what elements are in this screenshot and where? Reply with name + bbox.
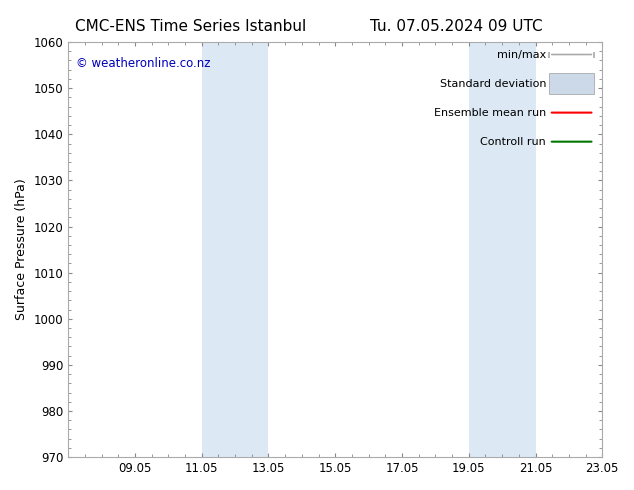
FancyBboxPatch shape: [549, 73, 594, 94]
Text: © weatheronline.co.nz: © weatheronline.co.nz: [76, 56, 210, 70]
Text: Tu. 07.05.2024 09 UTC: Tu. 07.05.2024 09 UTC: [370, 19, 543, 34]
Text: Controll run: Controll run: [481, 137, 547, 147]
Text: Standard deviation: Standard deviation: [440, 78, 547, 89]
Y-axis label: Surface Pressure (hPa): Surface Pressure (hPa): [15, 179, 28, 320]
Text: Ensemble mean run: Ensemble mean run: [434, 108, 547, 118]
Bar: [469, 42, 536, 457]
Text: min/max: min/max: [497, 49, 547, 59]
Text: CMC-ENS Time Series Istanbul: CMC-ENS Time Series Istanbul: [75, 19, 306, 34]
Bar: [202, 42, 268, 457]
